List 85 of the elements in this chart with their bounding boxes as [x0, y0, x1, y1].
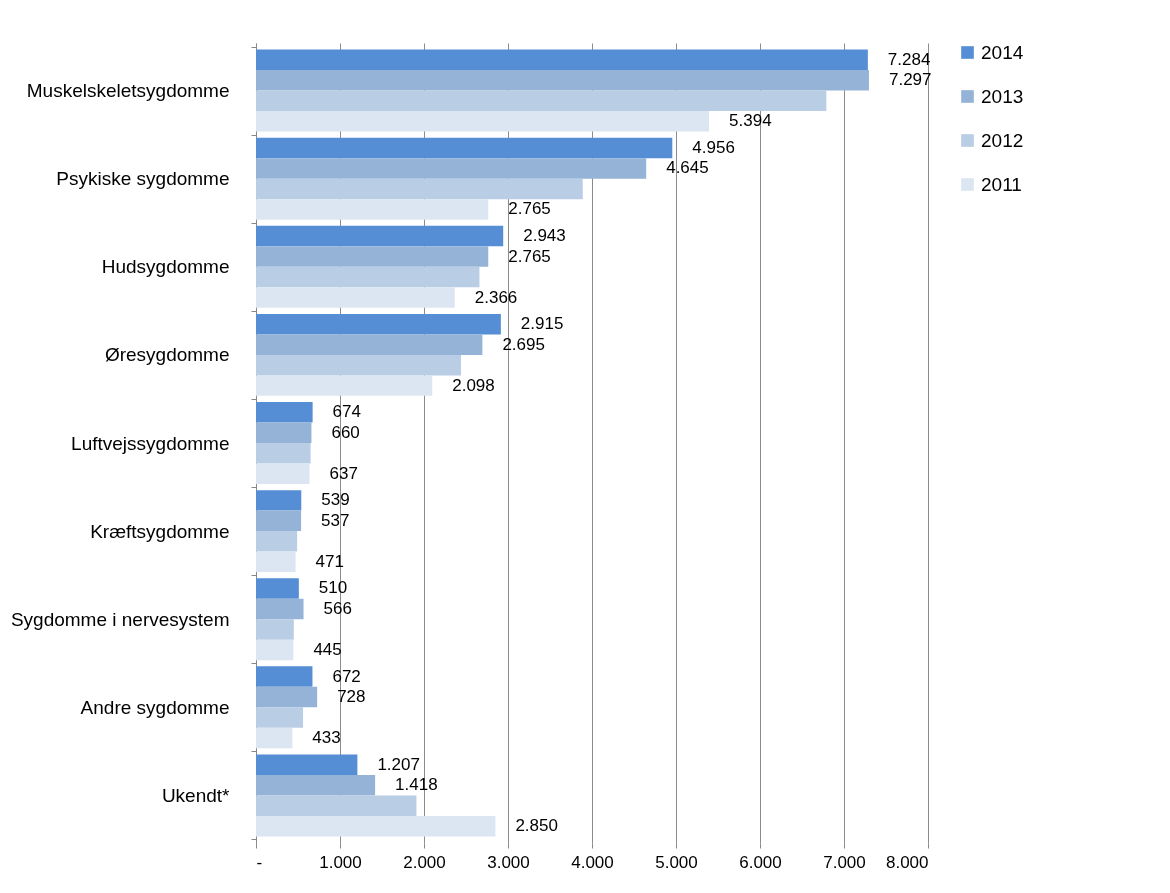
data-label: 2.765 — [508, 246, 551, 266]
bar — [256, 70, 869, 91]
bar — [256, 727, 293, 749]
legend-label: 2014 — [981, 41, 1024, 63]
y-tick-label: Ukendt* — [161, 784, 231, 806]
y-tick-label: Hudsygdomme — [101, 256, 230, 278]
data-label: 445 — [313, 639, 342, 659]
data-label: 1.418 — [395, 775, 438, 795]
bar — [256, 578, 299, 599]
bar — [256, 49, 868, 71]
bar — [256, 510, 302, 532]
bar — [256, 774, 376, 796]
data-label: 537 — [321, 510, 350, 530]
bar — [256, 490, 302, 511]
y-tick-label: Muskelskeletsygdomme — [26, 80, 230, 102]
data-label: 2.366 — [474, 287, 518, 307]
bar — [256, 686, 318, 708]
data-label: 4.645 — [666, 158, 709, 178]
data-label: 2.695 — [502, 334, 545, 354]
bar — [256, 443, 311, 464]
x-tick-label: 2.000 — [403, 852, 446, 872]
data-label: 2.098 — [452, 375, 495, 395]
bar — [256, 402, 313, 423]
bar — [256, 313, 501, 335]
y-tick-label: Kræftsygdomme — [90, 520, 230, 542]
bar — [256, 795, 417, 816]
legend-label: 2011 — [981, 173, 1022, 195]
bar — [256, 707, 304, 728]
x-tick-label: 4.000 — [571, 852, 614, 872]
data-label: 7.297 — [888, 70, 932, 90]
bar — [256, 815, 496, 837]
bar — [256, 111, 710, 132]
x-tick-label: 1.000 — [319, 852, 362, 872]
x-tick-label: - — [256, 852, 263, 872]
data-label: 660 — [331, 422, 360, 442]
data-label: 566 — [323, 598, 352, 618]
bar — [256, 354, 461, 376]
bar — [256, 90, 827, 112]
data-label: 510 — [318, 578, 348, 598]
data-label: 7.284 — [887, 49, 931, 69]
bar — [256, 666, 313, 687]
x-tick-label: 5.000 — [655, 852, 698, 872]
data-label: 672 — [332, 666, 361, 686]
bar — [256, 531, 298, 552]
y-tick-label: Andre sygdomme — [80, 696, 230, 718]
data-label: 471 — [315, 551, 344, 571]
y-tick-label: Luftvejssygdomme — [71, 432, 230, 454]
data-label: 674 — [332, 402, 361, 422]
y-tick-label: Psykiske sygdomme — [56, 168, 230, 190]
x-tick-label: 6.000 — [739, 852, 782, 872]
bar — [256, 754, 358, 775]
bar — [256, 463, 310, 484]
data-label: 433 — [312, 728, 341, 748]
bar — [256, 287, 455, 308]
bar — [256, 422, 312, 443]
y-tick-label: Sygdomme i nervesystem — [10, 608, 230, 630]
legend-label: 2012 — [981, 129, 1024, 151]
bar — [256, 137, 673, 159]
x-tick-label: 8.000 — [885, 852, 929, 872]
bar — [256, 551, 296, 573]
bar — [256, 199, 489, 220]
bar — [256, 334, 483, 355]
data-label: 539 — [321, 490, 350, 510]
bar — [256, 375, 433, 396]
bar — [256, 619, 294, 640]
data-label: 2.915 — [520, 314, 564, 334]
legend-label: 2013 — [981, 85, 1024, 107]
x-tick-label: 3.000 — [487, 852, 530, 872]
bar — [256, 225, 504, 247]
bar — [256, 598, 304, 620]
data-label: 637 — [329, 463, 358, 483]
bar — [256, 158, 647, 179]
data-label: 2.850 — [515, 816, 558, 836]
data-label: 5.394 — [729, 111, 772, 131]
data-label: 2.943 — [523, 226, 566, 246]
bar — [256, 246, 489, 267]
bar — [256, 639, 294, 661]
data-label: 4.956 — [692, 137, 735, 157]
data-label: 728 — [337, 687, 366, 707]
data-label: 2.765 — [508, 199, 551, 219]
bar — [256, 178, 583, 200]
y-tick-label: Øresygdomme — [104, 344, 230, 366]
data-label: 1.207 — [377, 754, 420, 774]
bar — [256, 266, 480, 288]
x-tick-label: 7.000 — [823, 852, 866, 872]
